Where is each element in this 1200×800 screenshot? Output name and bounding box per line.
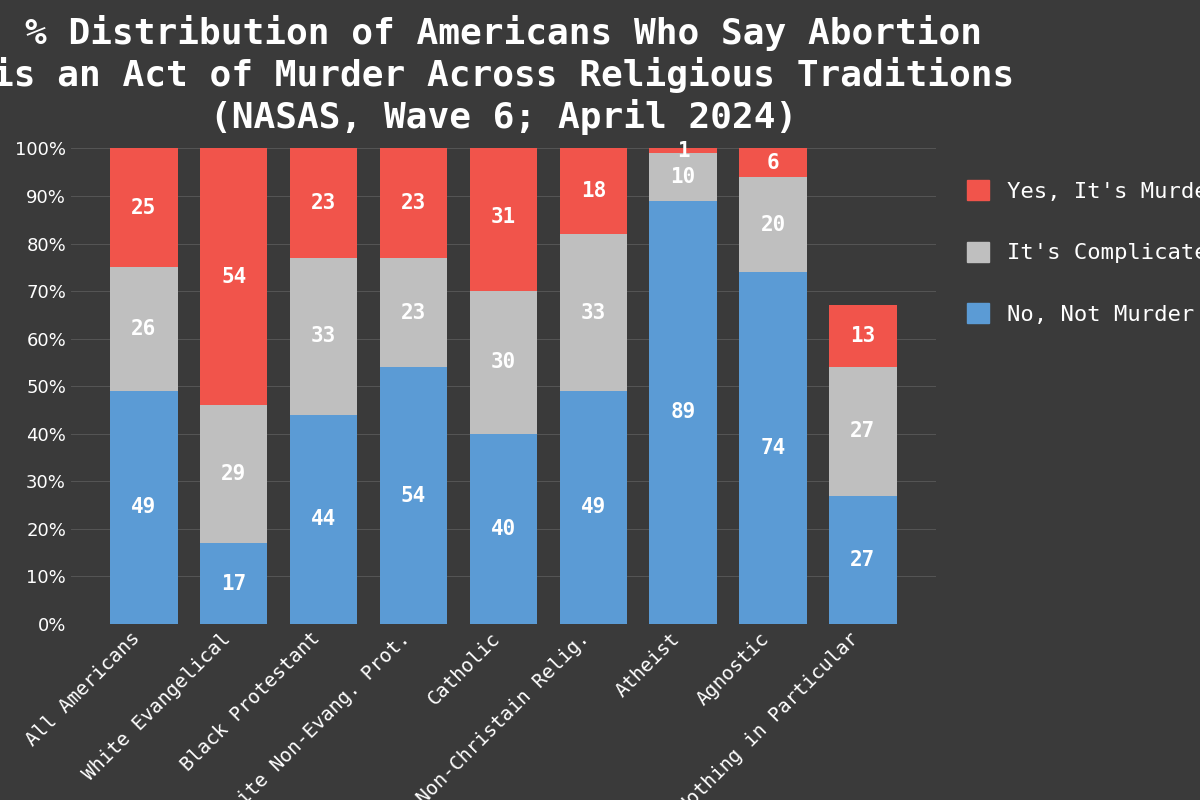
Bar [110,391,178,624]
Text: 29: 29 [221,464,246,484]
Bar [469,144,538,291]
Bar [559,149,628,234]
Bar [829,495,896,624]
Bar [290,414,358,624]
Bar [829,367,896,495]
Text: 23: 23 [401,302,426,322]
Text: 20: 20 [761,214,786,234]
Bar [380,149,448,258]
Text: 23: 23 [311,193,336,213]
Text: 10: 10 [671,167,696,187]
Text: 17: 17 [221,574,246,594]
Text: 27: 27 [851,550,876,570]
Bar [829,306,896,367]
Bar [559,234,628,391]
Bar [200,149,268,406]
Text: 26: 26 [131,319,156,339]
Text: 6: 6 [767,153,779,173]
Bar [110,267,178,391]
Text: 49: 49 [131,498,156,518]
Bar [739,149,806,177]
Bar [559,391,628,624]
Text: 49: 49 [581,498,606,518]
Text: 25: 25 [131,198,156,218]
Bar [739,177,806,272]
Text: 33: 33 [581,302,606,322]
Text: 1: 1 [677,141,690,161]
Bar [469,291,538,434]
Bar [380,367,448,624]
Bar [739,272,806,624]
Legend: Yes, It's Murder, It's Complicated, No, Not Murder: Yes, It's Murder, It's Complicated, No, … [955,169,1200,336]
Text: 54: 54 [221,267,246,287]
Text: 33: 33 [311,326,336,346]
Text: 23: 23 [401,193,426,213]
Text: 44: 44 [311,510,336,530]
Bar [469,434,538,624]
Bar [649,201,716,624]
Text: 27: 27 [851,422,876,442]
Text: 54: 54 [401,486,426,506]
Text: 13: 13 [851,326,876,346]
Text: 74: 74 [761,438,786,458]
Text: 18: 18 [581,182,606,202]
Text: 31: 31 [491,207,516,227]
Title: % Distribution of Americans Who Say Abortion
is an Act of Murder Across Religiou: % Distribution of Americans Who Say Abor… [0,15,1014,134]
Text: 89: 89 [671,402,696,422]
Bar [290,258,358,414]
Bar [649,149,716,153]
Bar [110,149,178,267]
Text: 40: 40 [491,519,516,539]
Bar [649,153,716,201]
Text: 30: 30 [491,353,516,373]
Bar [200,543,268,624]
Bar [200,406,268,543]
Bar [290,149,358,258]
Bar [380,258,448,367]
